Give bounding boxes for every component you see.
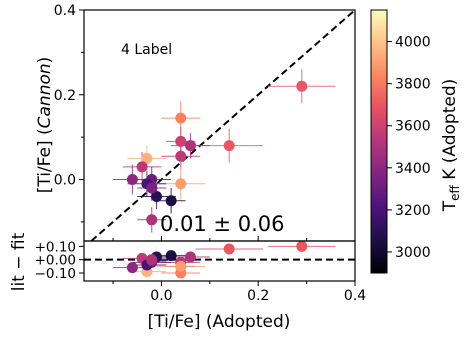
top-point-14: [165, 195, 177, 207]
top-y-tick-label-1: 0.2: [54, 88, 76, 104]
x-tick-label-0: 0.0: [150, 288, 172, 304]
top-point-5: [184, 140, 196, 152]
bottom-point-9: [175, 260, 187, 272]
bottom-y-tick-label-0: +0.10: [35, 239, 76, 255]
top-point-9: [175, 178, 187, 190]
bottom-point-14: [165, 250, 177, 262]
one-to-one-line: [90, 10, 355, 241]
bottom-point-5: [184, 251, 196, 263]
x-tick-label-1: 0.2: [247, 288, 269, 304]
top-point-2: [175, 112, 187, 124]
bottom-point-15: [146, 254, 158, 266]
bottom-y-tick-label-1: +0.00: [35, 253, 76, 269]
top-point-0: [296, 80, 308, 92]
top-point-4: [175, 135, 187, 147]
top-point-12: [146, 182, 158, 194]
bottom-point-1: [223, 243, 235, 255]
bottom-panel-frame: [83, 240, 356, 282]
bottom-y-tick-label-2: −0.10: [35, 266, 76, 282]
colorbar: [370, 9, 388, 274]
top-panel-label: 4 Label: [121, 42, 172, 58]
colorbar-tick-label-4: 3800: [395, 77, 431, 93]
x-axis-label: [Ti/Fe] (Adopted): [148, 312, 291, 332]
top-point-7: [136, 161, 148, 173]
top-point-3: [141, 152, 153, 164]
bottom-point-13: [126, 262, 138, 274]
top-point-13: [126, 174, 138, 186]
top-point-11: [151, 190, 163, 202]
x-tick-label-2: 0.4: [344, 288, 366, 304]
top-point-15: [146, 214, 158, 226]
colorbar-tick-label-5: 4000: [395, 35, 431, 51]
bottom-y-axis-label: lit − fit: [9, 232, 29, 291]
bottom-point-0: [296, 241, 308, 252]
top-y-tick-label-2: 0.4: [54, 3, 76, 19]
top-point-6: [175, 150, 187, 162]
colorbar-tick-label-1: 3200: [395, 203, 431, 219]
colorbar-tick-label-3: 3600: [395, 119, 431, 135]
top-panel-stat: 0.01 ± 0.06: [160, 212, 284, 236]
top-point-1: [223, 140, 235, 152]
colorbar-tick-label-2: 3400: [395, 161, 431, 177]
colorbar-label: Teff K (Adopted): [440, 79, 462, 213]
colorbar-tick-label-0: 3000: [395, 245, 431, 261]
top-y-tick-label-0: 0.0: [54, 173, 76, 189]
top-y-axis-label: [Ti/Fe] (Cannon): [35, 57, 55, 194]
